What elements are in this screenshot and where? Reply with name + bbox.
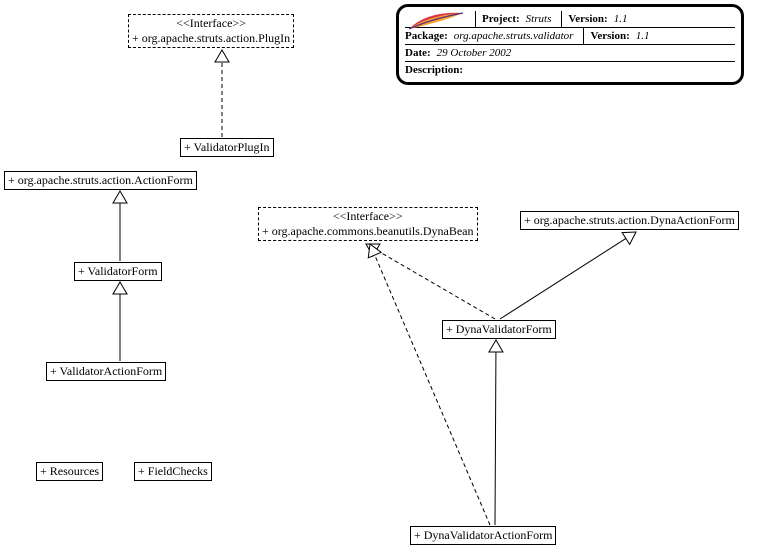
node-label: + org.apache.struts.action.ActionForm <box>8 173 193 188</box>
node-label: + ValidatorActionForm <box>50 364 162 379</box>
class-node-valaction: + ValidatorActionForm <box>46 362 166 381</box>
info-row: Description: <box>405 62 735 78</box>
class-node-fieldchecks: + FieldChecks <box>134 462 212 481</box>
class-node-valform: + ValidatorForm <box>74 262 162 281</box>
info-value: 1.1 <box>636 28 650 44</box>
node-label: + ValidatorPlugIn <box>184 140 270 155</box>
class-node-dynaaction: + org.apache.struts.action.DynaActionFor… <box>520 211 739 230</box>
node-label: + org.apache.struts.action.PlugIn <box>132 31 290 46</box>
info-row: Date: 29 October 2002 <box>405 45 735 62</box>
interface-node-dynabean_if: <<Interface>>+ org.apache.commons.beanut… <box>258 207 478 241</box>
node-label: <<Interface>> <box>132 16 290 31</box>
node-label: + org.apache.struts.action.DynaActionFor… <box>524 213 735 228</box>
info-value: 1.1 <box>614 11 628 27</box>
node-label: <<Interface>> <box>262 209 474 224</box>
info-label: Version: <box>590 28 629 44</box>
class-node-dynavalact: + DynaValidatorActionForm <box>410 526 556 545</box>
info-value: org.apache.struts.validator <box>454 28 574 44</box>
info-label: Version: <box>568 11 607 27</box>
info-label: Description: <box>405 62 463 78</box>
logo-cell <box>405 11 476 27</box>
info-value: Struts <box>526 11 552 27</box>
apache-feather-icon <box>407 9 467 33</box>
node-label: + DynaValidatorForm <box>446 322 552 337</box>
info-row: Project: Struts Version: 1.1 <box>405 11 735 28</box>
node-label: + Resources <box>40 464 99 479</box>
info-value: 29 October 2002 <box>437 45 512 61</box>
info-panel: Project:StrutsVersion:1.1Package:org.apa… <box>396 4 744 85</box>
node-label: + ValidatorForm <box>78 264 158 279</box>
class-node-actionform: + org.apache.struts.action.ActionForm <box>4 171 197 190</box>
class-node-valplugin: + ValidatorPlugIn <box>180 138 274 157</box>
info-label: Date: <box>405 45 431 61</box>
node-label: + org.apache.commons.beanutils.DynaBean <box>262 224 474 239</box>
node-label: + FieldChecks <box>138 464 208 479</box>
info-label: Project: <box>482 11 520 27</box>
node-label: + DynaValidatorActionForm <box>414 528 552 543</box>
class-node-dynaval: + DynaValidatorForm <box>442 320 556 339</box>
class-node-resources: + Resources <box>36 462 103 481</box>
interface-node-plugin_if: <<Interface>>+ org.apache.struts.action.… <box>128 14 294 48</box>
